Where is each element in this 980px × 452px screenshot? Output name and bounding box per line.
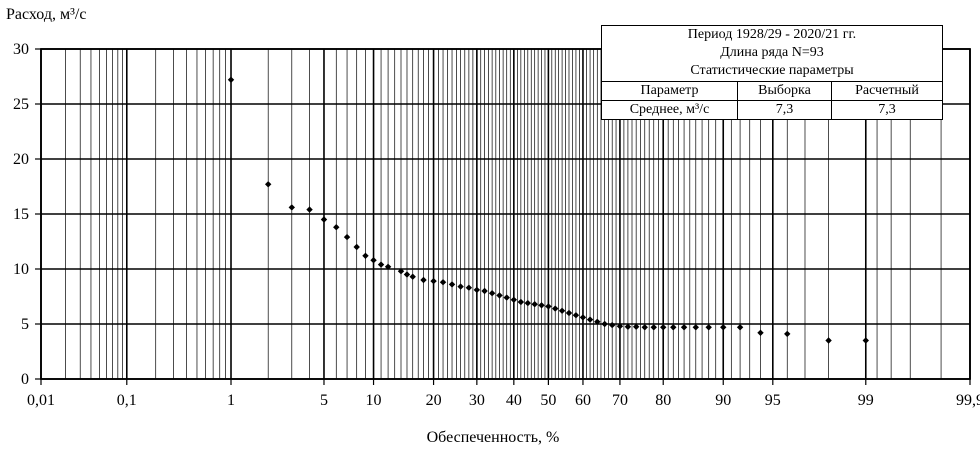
data-point bbox=[353, 243, 360, 251]
data-point bbox=[473, 286, 481, 294]
data-point bbox=[510, 296, 518, 303]
data-point bbox=[384, 263, 392, 270]
data-point bbox=[343, 233, 351, 241]
x-tick-label: 80 bbox=[655, 392, 671, 409]
x-tick-label: 1 bbox=[227, 392, 235, 409]
statistics-legend-box: Период 1928/29 - 2020/21 гг. Длина ряда … bbox=[601, 25, 943, 120]
x-tick-label: 95 bbox=[765, 392, 781, 409]
legend-header-row: Параметр Выборка Расчетный bbox=[602, 81, 942, 101]
data-point bbox=[524, 299, 531, 307]
legend-mean-calculated: 7,3 bbox=[830, 100, 942, 119]
x-tick-label: 90 bbox=[715, 392, 731, 409]
data-point bbox=[632, 323, 640, 330]
data-point bbox=[503, 294, 510, 301]
data-point bbox=[481, 287, 488, 295]
data-point bbox=[609, 321, 616, 329]
y-tick-label: 5 bbox=[21, 316, 29, 333]
data-point bbox=[660, 324, 667, 331]
legend-mean-row: Среднее, м³/с 7,3 7,3 bbox=[602, 100, 942, 119]
data-point bbox=[397, 268, 405, 275]
data-point bbox=[264, 181, 272, 188]
data-point bbox=[420, 276, 427, 284]
x-tick-label: 99 bbox=[858, 392, 874, 409]
x-tick-label: 30 bbox=[469, 392, 485, 409]
legend-stats-table: Параметр Выборка Расчетный Среднее, м³/с… bbox=[602, 81, 942, 119]
data-point bbox=[370, 257, 377, 264]
data-point bbox=[565, 309, 573, 317]
data-point bbox=[757, 329, 764, 336]
x-tick-label: 60 bbox=[575, 392, 591, 409]
y-axis-title: Расход, м³/с bbox=[6, 6, 86, 23]
data-point bbox=[641, 324, 648, 331]
y-tick-label: 15 bbox=[13, 206, 29, 223]
data-points bbox=[227, 76, 869, 344]
x-tick-label: 70 bbox=[612, 392, 628, 409]
data-point bbox=[862, 337, 869, 344]
data-point bbox=[579, 314, 587, 321]
data-point bbox=[670, 324, 677, 331]
data-point bbox=[601, 320, 608, 328]
data-point bbox=[288, 204, 295, 211]
data-point bbox=[616, 323, 624, 330]
data-point bbox=[692, 324, 699, 331]
x-tick-label: 40 bbox=[506, 392, 522, 409]
data-point bbox=[362, 252, 369, 259]
data-point bbox=[552, 305, 559, 312]
data-point bbox=[586, 316, 594, 323]
data-point bbox=[320, 216, 328, 223]
data-point bbox=[825, 337, 832, 344]
x-tick-label: 5 bbox=[320, 392, 328, 409]
data-point bbox=[377, 261, 385, 268]
x-tick-label: 50 bbox=[540, 392, 556, 409]
data-point bbox=[594, 318, 601, 325]
data-point bbox=[465, 284, 473, 291]
data-point bbox=[784, 330, 791, 338]
legend-mean-sample: 7,3 bbox=[737, 100, 832, 119]
y-axis-ticks: 0 5 10 15 20 25 30 bbox=[13, 41, 41, 388]
legend-stat-title: Статистические параметры bbox=[690, 63, 854, 78]
legend-period: Период 1928/29 - 2020/21 гг. bbox=[687, 27, 857, 42]
data-point bbox=[624, 323, 632, 330]
data-point bbox=[409, 273, 416, 280]
data-point bbox=[572, 312, 580, 319]
x-axis-ticks: 0,01 0,1 1 5 10 20 30 40 50 60 70 80 90 95 99 99,9 bbox=[27, 379, 980, 409]
y-tick-label: 25 bbox=[13, 96, 29, 113]
x-tick-label: 20 bbox=[426, 392, 442, 409]
legend-header-parameter: Параметр bbox=[602, 81, 739, 101]
data-point bbox=[545, 303, 552, 310]
y-tick-label: 10 bbox=[13, 261, 29, 278]
data-point bbox=[558, 307, 566, 314]
data-point bbox=[448, 281, 456, 288]
x-tick-label: 99,9 bbox=[956, 392, 980, 409]
x-tick-label: 10 bbox=[366, 392, 382, 409]
legend-series-length: Длина ряда N=93 bbox=[720, 45, 824, 60]
data-point bbox=[306, 206, 313, 213]
data-point bbox=[517, 298, 525, 306]
legend-header-sample: Выборка bbox=[737, 81, 832, 101]
x-tick-label: 0,01 bbox=[27, 392, 55, 409]
data-point bbox=[531, 301, 538, 308]
data-point bbox=[538, 302, 545, 309]
data-point bbox=[439, 279, 447, 286]
data-point bbox=[333, 224, 340, 231]
data-point bbox=[496, 292, 503, 299]
x-axis-title: Обеспеченность, % bbox=[427, 429, 560, 446]
x-tick-label: 0,1 bbox=[117, 392, 137, 409]
y-tick-label: 20 bbox=[13, 151, 29, 168]
data-point bbox=[403, 271, 411, 278]
y-tick-label: 0 bbox=[21, 371, 29, 388]
data-point bbox=[650, 324, 657, 331]
legend-header-calculated: Расчетный bbox=[830, 81, 942, 101]
data-point bbox=[736, 324, 744, 331]
data-point bbox=[457, 283, 464, 290]
data-point bbox=[705, 324, 712, 331]
y-tick-label: 30 bbox=[13, 41, 29, 58]
data-point bbox=[227, 76, 235, 83]
legend-mean-label: Среднее, м³/с bbox=[602, 100, 739, 119]
data-point bbox=[680, 324, 688, 331]
data-point bbox=[720, 324, 727, 331]
data-point bbox=[488, 290, 496, 297]
data-point bbox=[430, 277, 437, 285]
